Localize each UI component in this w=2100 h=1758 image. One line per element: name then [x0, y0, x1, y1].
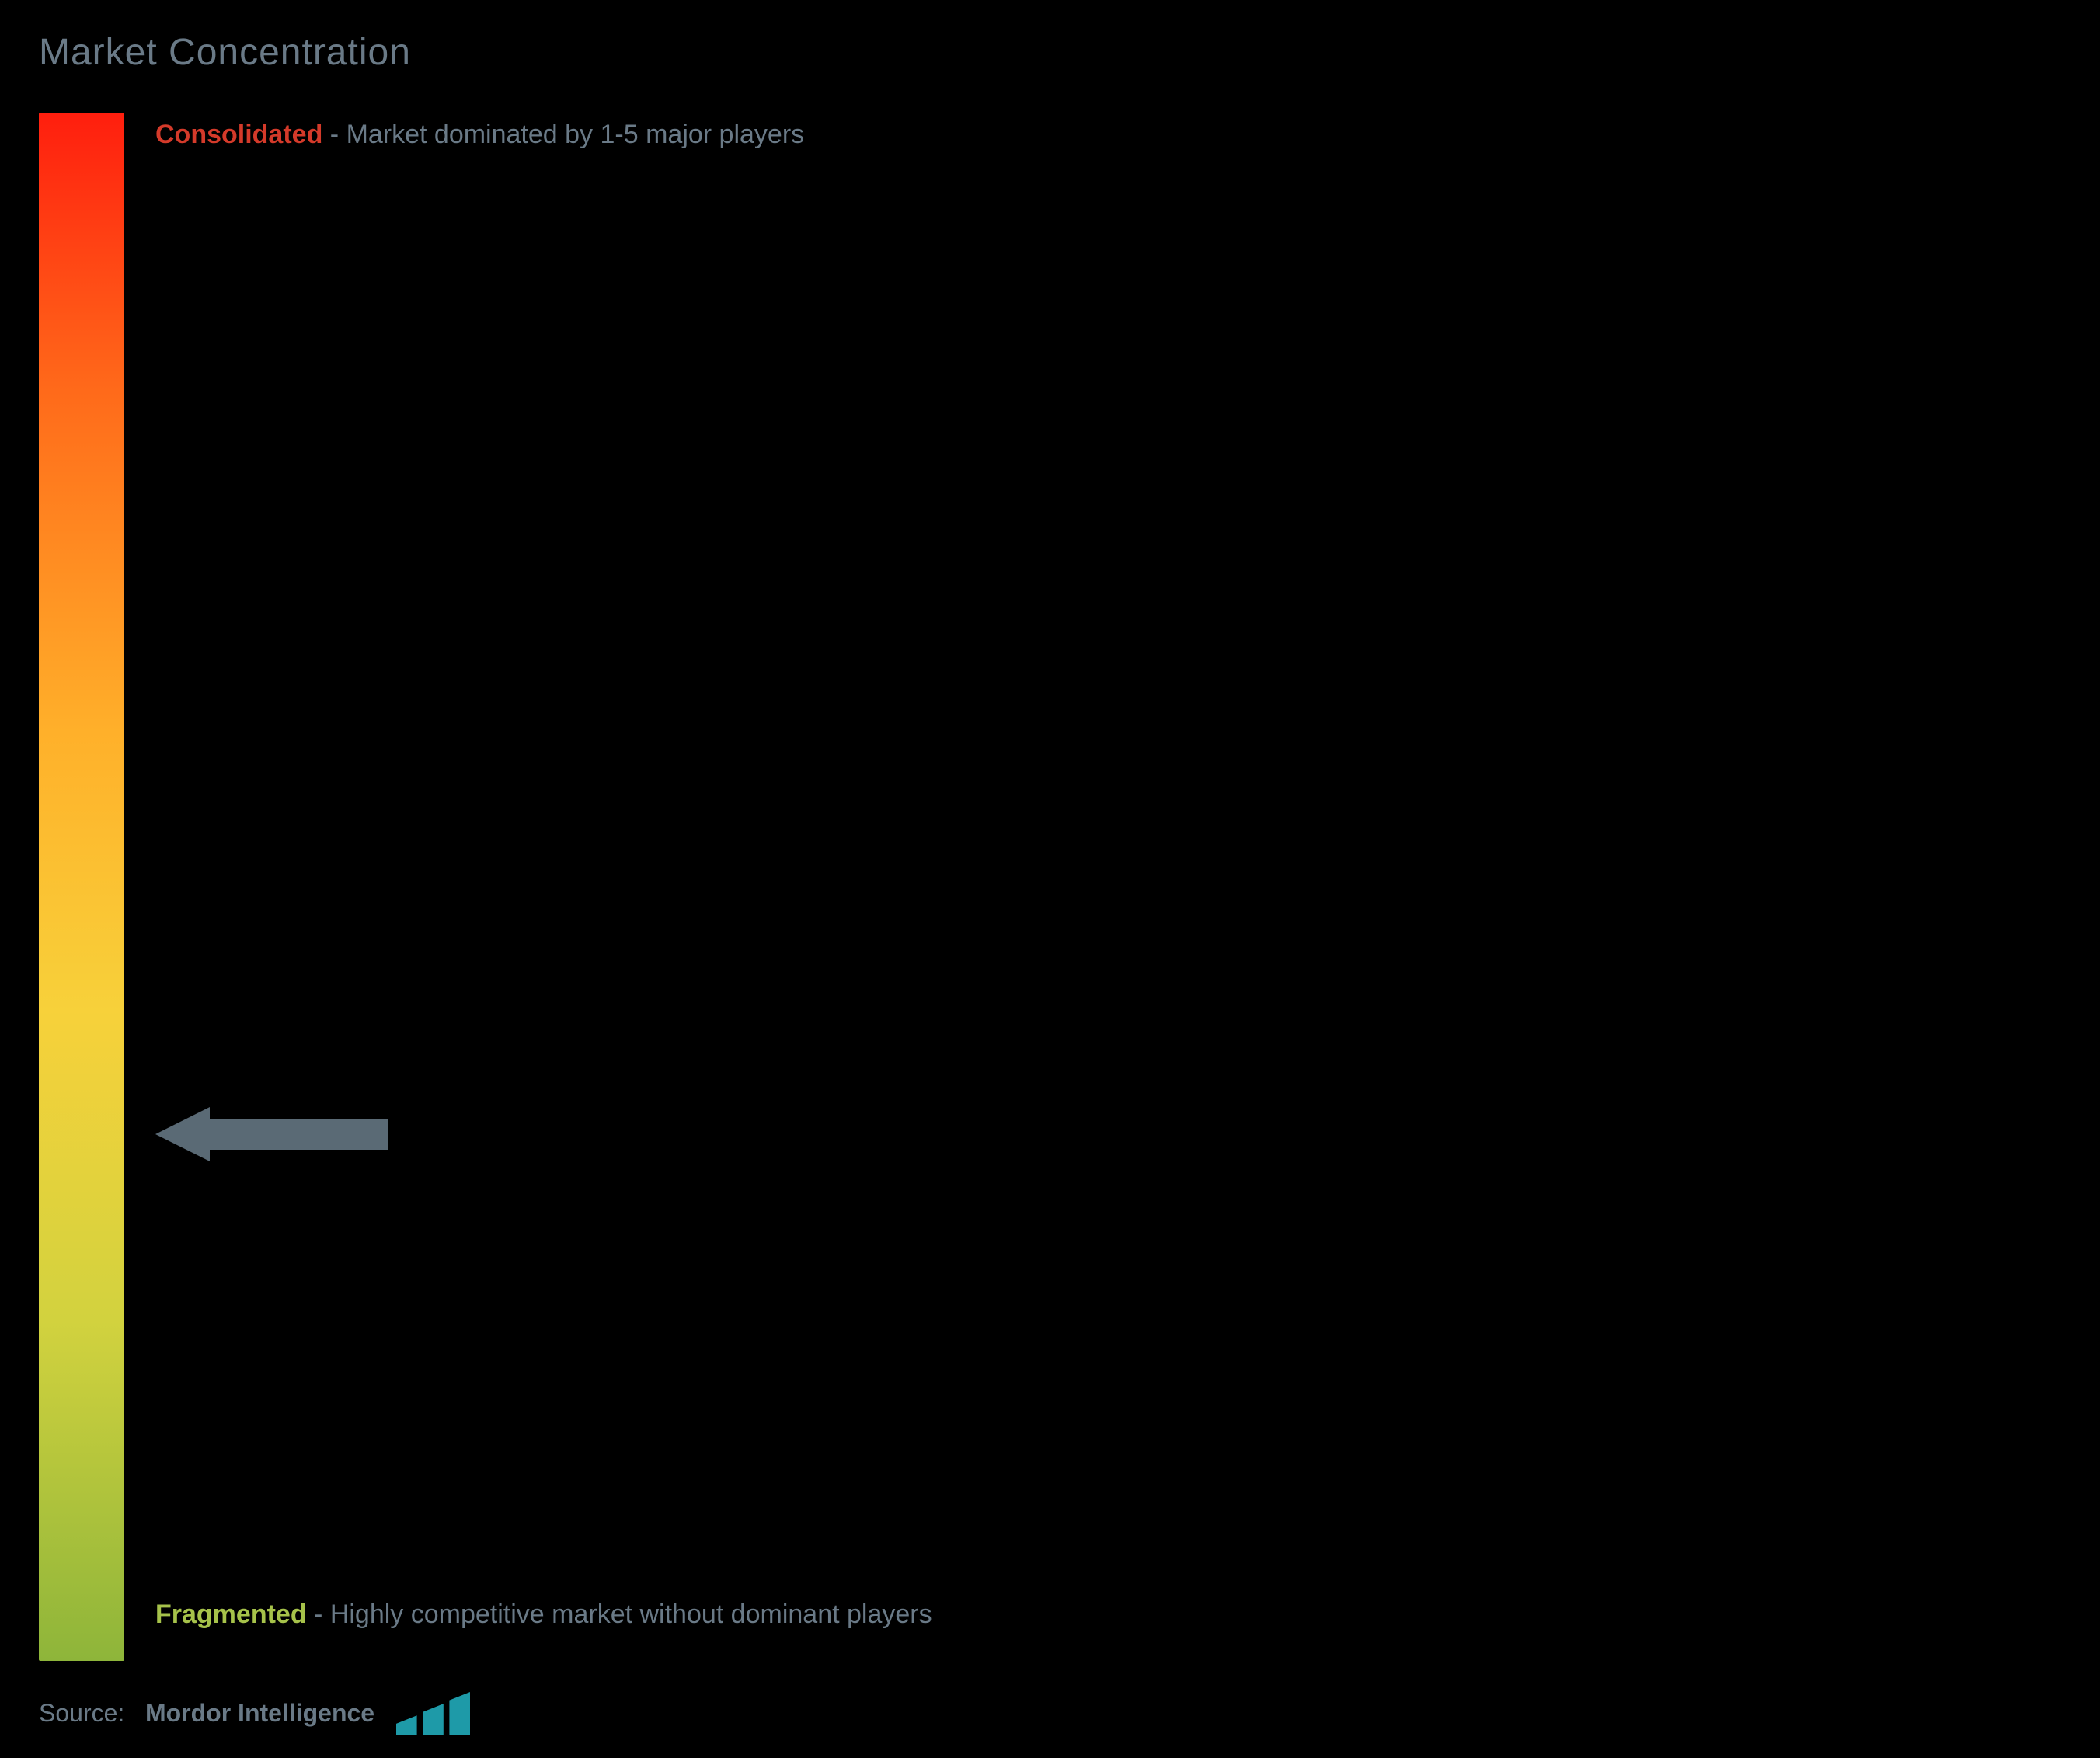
fragmented-term: Fragmented [155, 1600, 307, 1629]
consolidated-label-row: Consolidated - Market dominated by 1-5 m… [155, 113, 2046, 158]
page-title: Market Concentration [39, 31, 2061, 74]
source-label: Source: [39, 1699, 124, 1727]
mordor-logo-icon [396, 1692, 470, 1735]
left-arrow-icon [155, 1107, 388, 1161]
labels-column: Consolidated - Market dominated by 1-5 m… [155, 113, 2061, 1661]
fragmented-desc: - Highly competitive market without domi… [314, 1600, 932, 1629]
position-arrow [155, 1107, 388, 1161]
footer: Source: Mordor Intelligence [39, 1692, 2061, 1735]
concentration-graphic: Consolidated - Market dominated by 1-5 m… [39, 113, 2061, 1661]
source-text: Source: Mordor Intelligence [39, 1699, 374, 1728]
consolidated-desc: - Market dominated by 1-5 major players [330, 120, 804, 149]
fragmented-label-row: Fragmented - Highly competitive market w… [155, 1593, 2046, 1638]
source-name: Mordor Intelligence [145, 1699, 374, 1727]
gradient-bar [39, 113, 124, 1661]
consolidated-term: Consolidated [155, 120, 322, 149]
